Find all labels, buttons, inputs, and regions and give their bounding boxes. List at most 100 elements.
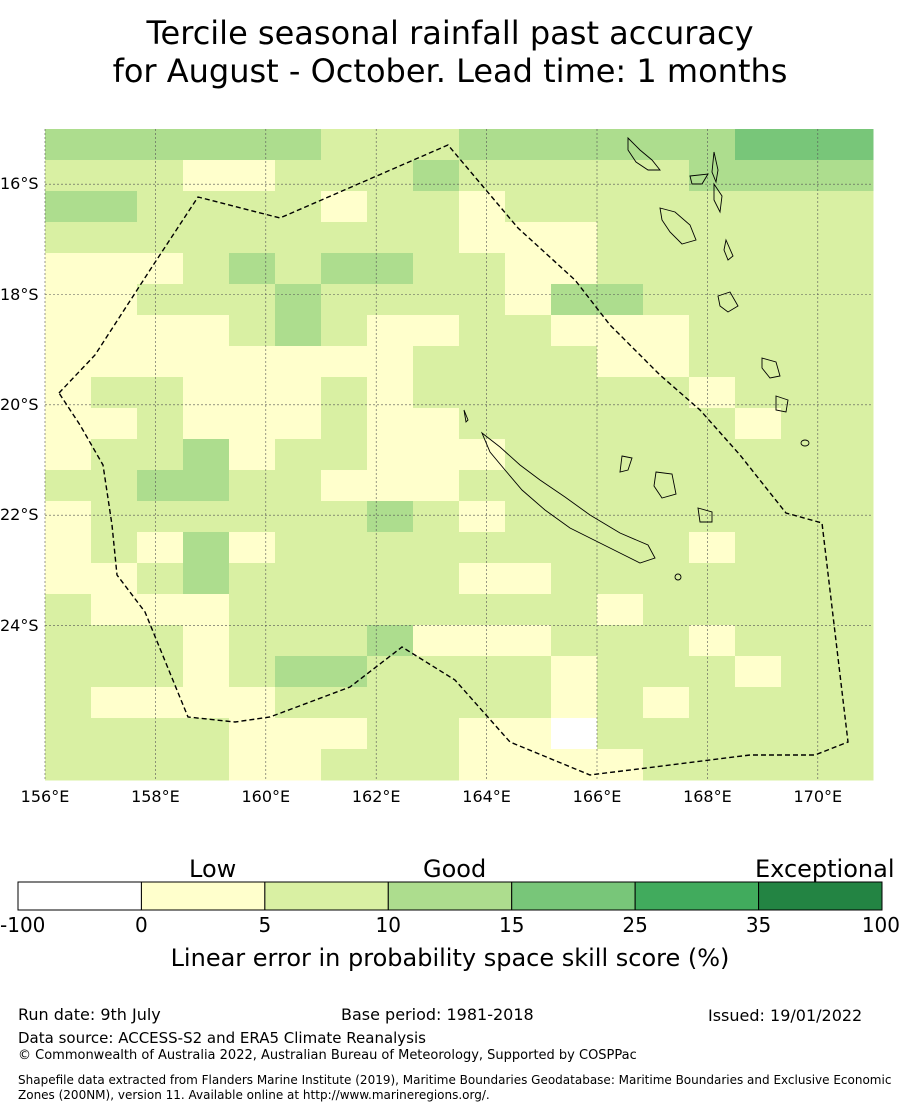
skill-cell xyxy=(781,439,828,471)
skill-cell xyxy=(229,718,276,750)
skill-cell xyxy=(367,129,414,161)
skill-cell xyxy=(551,625,598,657)
skill-cell xyxy=(321,687,368,719)
skill-cell xyxy=(643,191,690,223)
vanuatu-island-6 xyxy=(723,238,734,261)
skill-cell xyxy=(45,718,92,750)
skill-cell xyxy=(321,470,368,502)
skill-cell xyxy=(91,160,138,192)
shapefile-credit-line-2: Zones (200NM), version 11. Available onl… xyxy=(18,1088,490,1102)
skill-cell xyxy=(597,315,644,347)
skill-cell xyxy=(45,687,92,719)
skill-cell xyxy=(229,687,276,719)
skill-cell xyxy=(781,191,828,223)
skill-cell xyxy=(321,532,368,564)
skill-cell xyxy=(275,222,322,254)
skill-cell xyxy=(689,656,736,688)
lon-tick-label: 166°E xyxy=(572,787,622,806)
skill-cell xyxy=(689,315,736,347)
skill-cell xyxy=(505,439,552,471)
skill-cell xyxy=(781,160,828,192)
skill-cell xyxy=(781,501,828,533)
skill-cell xyxy=(459,408,506,440)
skill-cell xyxy=(505,284,552,316)
skill-cell xyxy=(183,315,230,347)
skill-cell xyxy=(183,222,230,254)
skill-cell xyxy=(275,160,322,192)
skill-cell xyxy=(459,377,506,409)
skill-cell xyxy=(597,160,644,192)
skill-cell xyxy=(459,439,506,471)
skill-cell xyxy=(505,253,552,285)
skill-cell xyxy=(735,501,782,533)
skill-cell xyxy=(275,532,322,564)
skill-cell xyxy=(137,439,184,471)
skill-cell xyxy=(91,532,138,564)
skill-cell xyxy=(781,284,828,316)
skill-cell xyxy=(459,346,506,378)
skill-cell xyxy=(505,656,552,688)
skill-cell xyxy=(459,470,506,502)
skill-cell xyxy=(597,718,644,750)
skill-cell xyxy=(597,656,644,688)
skill-cell xyxy=(781,253,828,285)
skill-cell xyxy=(781,470,828,502)
skill-cell xyxy=(459,718,506,750)
skill-cell xyxy=(137,749,184,781)
skill-cell xyxy=(689,284,736,316)
skill-cell xyxy=(735,594,782,626)
skill-cell xyxy=(45,563,92,595)
skill-cell xyxy=(597,191,644,223)
loyalty-island-1 xyxy=(761,357,781,379)
skill-cell xyxy=(229,377,276,409)
skill-cell xyxy=(643,346,690,378)
skill-cell xyxy=(643,253,690,285)
skill-cell xyxy=(275,718,322,750)
skill-cell xyxy=(643,718,690,750)
skill-cell xyxy=(505,470,552,502)
skill-cell xyxy=(505,160,552,192)
skill-cell xyxy=(45,408,92,440)
colorbar-heading-exceptional: Exceptional xyxy=(755,855,895,883)
skill-cell xyxy=(321,749,368,781)
skill-cell xyxy=(229,346,276,378)
skill-cell xyxy=(643,563,690,595)
skill-cell xyxy=(91,222,138,254)
skill-cell xyxy=(643,656,690,688)
skill-cell xyxy=(45,253,92,285)
skill-cell xyxy=(827,191,874,223)
skill-cell xyxy=(367,625,414,657)
skill-cell xyxy=(275,408,322,440)
skill-cell xyxy=(91,718,138,750)
skill-cell xyxy=(459,284,506,316)
chart-title: Tercile seasonal rainfall past accuracy … xyxy=(0,14,900,90)
skill-cell xyxy=(367,408,414,440)
skill-cell xyxy=(91,315,138,347)
skill-cell xyxy=(45,377,92,409)
skill-cell xyxy=(459,160,506,192)
skill-cell xyxy=(505,315,552,347)
vanuatu-island-1 xyxy=(627,136,661,171)
skill-cell xyxy=(413,129,460,161)
skill-cell xyxy=(597,594,644,626)
skill-cell xyxy=(321,160,368,192)
skill-cell xyxy=(275,501,322,533)
skill-cell xyxy=(597,439,644,471)
skill-cell xyxy=(229,532,276,564)
skill-cell xyxy=(45,594,92,626)
skill-cell xyxy=(781,377,828,409)
colorbar-tick-label: 35 xyxy=(745,913,772,937)
vanuatu-island-3 xyxy=(689,173,709,185)
skill-cell xyxy=(551,532,598,564)
skill-cell xyxy=(781,594,828,626)
skill-cell xyxy=(183,191,230,223)
skill-cell xyxy=(367,594,414,626)
vanuatu-island-7 xyxy=(717,291,739,313)
skill-cell xyxy=(781,718,828,750)
belep-islands xyxy=(463,409,469,423)
skill-cell xyxy=(689,253,736,285)
skill-cell xyxy=(275,253,322,285)
skill-cell xyxy=(91,625,138,657)
skill-cell xyxy=(781,656,828,688)
skill-cell xyxy=(413,315,460,347)
